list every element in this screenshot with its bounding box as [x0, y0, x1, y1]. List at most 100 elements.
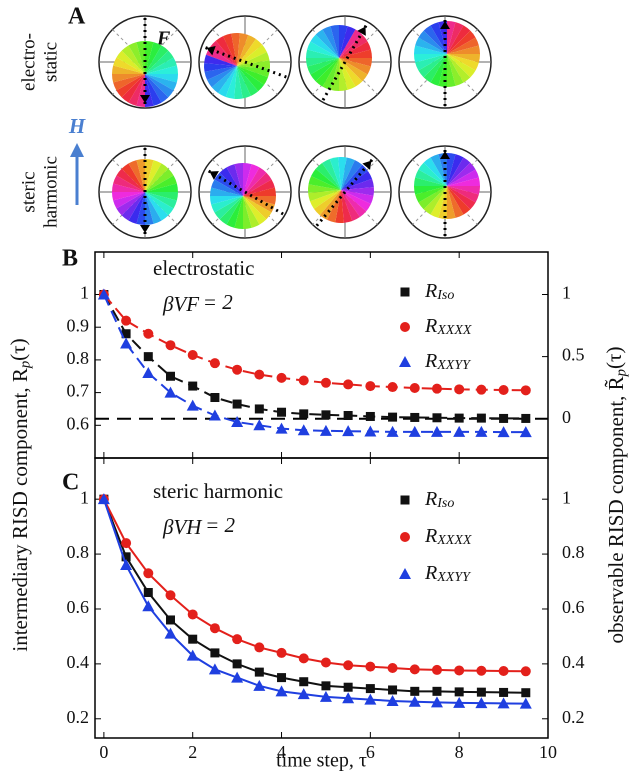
point	[320, 657, 331, 668]
wheel-wedge	[237, 66, 265, 92]
wheel-wedge	[237, 66, 259, 96]
point	[166, 615, 175, 625]
y2-tick-label: 0.4	[562, 652, 585, 672]
wheel-wedge	[145, 41, 154, 74]
x-tick-label: 8	[455, 742, 464, 762]
wheel-wedge	[414, 186, 447, 195]
wheel-wedge	[438, 153, 447, 186]
wheel-wedge	[243, 179, 275, 196]
y2-tick-label: 0.5	[562, 345, 585, 365]
wheel-wedge	[237, 33, 249, 66]
wheel-wedge	[136, 41, 145, 74]
orientation-head	[440, 151, 450, 159]
annotation: electrostatic	[153, 256, 254, 280]
wheel-wedge	[145, 74, 178, 83]
point	[342, 425, 355, 437]
point	[476, 665, 487, 676]
row-label: steric	[18, 171, 39, 212]
point	[519, 697, 532, 709]
wheel-wedge	[341, 190, 374, 204]
wheel-wedge	[418, 162, 447, 186]
wheel-wedge	[243, 163, 252, 196]
wheel-wedge	[214, 172, 243, 196]
wheel-wedge	[447, 54, 464, 86]
point	[386, 694, 399, 706]
point	[121, 329, 131, 339]
wheel-wedge	[243, 187, 276, 196]
point	[187, 609, 198, 620]
legend-marker	[400, 287, 410, 297]
point	[254, 404, 264, 414]
y-tick-label: 0.6	[67, 413, 90, 433]
point	[343, 379, 354, 390]
wheel-wedge	[430, 154, 447, 186]
wheel-wedge	[447, 54, 480, 63]
y2-axis-label: observable RISD component, R̃p(τ)	[602, 347, 630, 644]
wheel-wedge	[310, 34, 339, 58]
wheel-wedge	[447, 157, 471, 186]
y-tick-label: 0.6	[67, 597, 90, 617]
point	[188, 634, 198, 644]
wheel-wedge	[447, 186, 471, 215]
point	[277, 673, 287, 683]
wheel-wedge	[447, 54, 471, 83]
point	[186, 649, 199, 661]
legend-marker	[399, 568, 411, 579]
wheel-wedge	[237, 66, 269, 85]
legend-label: RXXXX	[424, 315, 472, 339]
wheel-wedge	[447, 186, 464, 218]
point	[164, 627, 177, 639]
wheel-wedge	[423, 157, 447, 186]
y-tick-label: 0.8	[67, 348, 90, 368]
wheel-wedge	[315, 162, 341, 190]
wheel-wedge	[341, 178, 374, 190]
legend-label: RIso	[424, 280, 454, 304]
wheel-wedge	[211, 196, 243, 213]
wheel-wedge	[128, 74, 145, 106]
point	[364, 693, 377, 705]
wheel-wedge	[145, 57, 177, 74]
point	[120, 337, 133, 349]
wheel-wedge	[226, 164, 243, 196]
wheel-wedge	[128, 192, 145, 224]
point	[476, 384, 487, 395]
wheel-wedge	[145, 45, 169, 74]
wheel-wedge	[145, 175, 177, 192]
panel-label: C	[62, 470, 79, 496]
wheel-wedge	[145, 168, 174, 192]
point	[364, 425, 377, 437]
point	[343, 682, 353, 692]
y2-tick-label: 1	[562, 487, 571, 507]
wheel-wedge	[341, 190, 360, 222]
point	[365, 684, 375, 694]
wheel-wedge	[327, 190, 341, 223]
wheel-wedge	[145, 74, 174, 98]
wheel-wedge	[418, 186, 447, 210]
wheel-wedge	[447, 54, 456, 87]
wheel-wedge	[116, 74, 145, 98]
point	[453, 696, 466, 708]
point	[365, 411, 375, 421]
wheel-wedge	[121, 45, 145, 74]
point	[430, 425, 443, 437]
point	[499, 413, 509, 423]
point	[120, 559, 133, 571]
point	[387, 663, 398, 673]
legend-marker	[399, 356, 411, 367]
point	[365, 381, 376, 392]
wheel-wedge	[112, 183, 145, 192]
wheel-wedge	[223, 33, 237, 66]
wheel-wedge	[418, 30, 447, 54]
legend-label: RXXYY	[424, 562, 472, 586]
wheel-wedge	[308, 184, 341, 193]
point	[186, 399, 199, 411]
orientation-head	[357, 26, 366, 36]
row-label: static	[40, 42, 61, 82]
wheel-wedge	[322, 158, 341, 190]
point	[454, 413, 464, 423]
wheel-wedge	[145, 192, 174, 216]
wheel-wedge	[339, 58, 368, 82]
wheel-wedge	[218, 66, 237, 98]
wheel-wedge	[447, 54, 479, 71]
wheel-wedge	[237, 34, 256, 66]
